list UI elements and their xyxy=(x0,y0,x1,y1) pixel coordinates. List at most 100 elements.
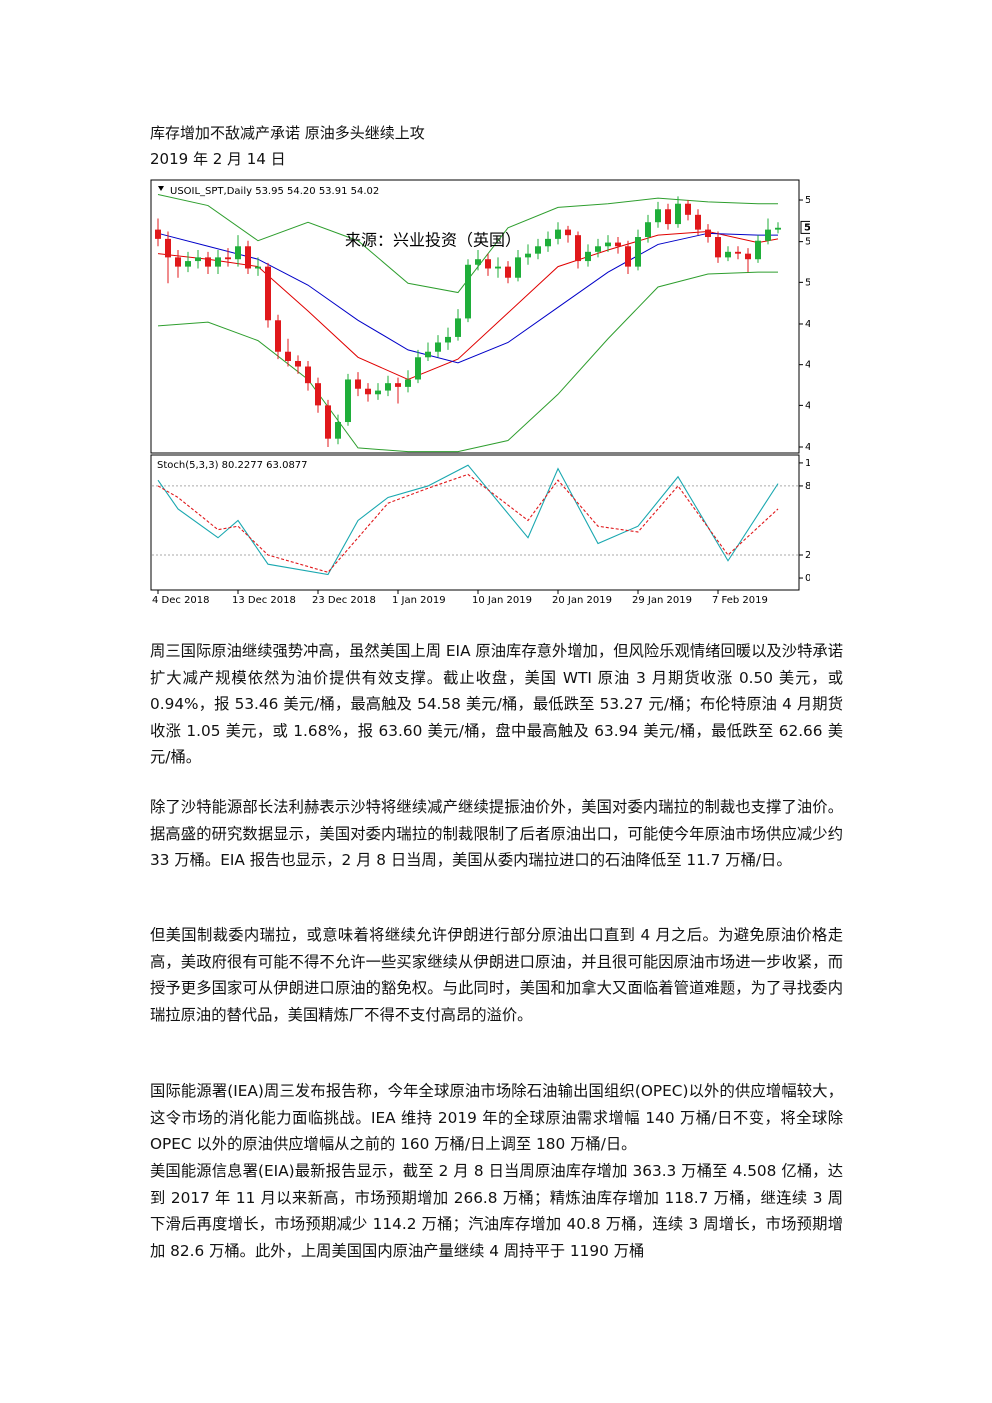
y-tick-label: 46.60 xyxy=(805,360,810,371)
candle-body xyxy=(345,379,351,423)
x-tick-label: 20 Jan 2019 xyxy=(552,595,612,606)
candle-body xyxy=(385,383,391,391)
candle-body xyxy=(555,229,561,239)
doc-title: 库存增加不敌减产承诺 原油多头继续上攻 xyxy=(150,124,425,142)
candle-body xyxy=(545,238,551,247)
candle-body xyxy=(495,266,501,269)
candle-body xyxy=(765,229,771,241)
candle-body xyxy=(465,264,471,319)
candle-body xyxy=(375,390,381,395)
candle-body xyxy=(665,209,671,225)
candle-body xyxy=(155,229,161,239)
y-tick-label: 55.50 xyxy=(805,195,810,206)
candle-body xyxy=(355,379,361,389)
paragraph: 国际能源署(IEA)周三发布报告称，今年全球原油市场除石油输出国组织(OPEC)… xyxy=(150,1082,843,1153)
candle-body xyxy=(725,251,731,258)
candle-body xyxy=(295,360,301,367)
candle-body xyxy=(645,222,651,238)
candle-body xyxy=(195,257,201,262)
stoch-line xyxy=(157,464,779,576)
menu-arrow xyxy=(158,186,164,191)
y-tick-label: 20 xyxy=(805,550,810,561)
candle-body xyxy=(405,379,411,387)
stoch-line xyxy=(157,473,779,573)
paragraph: 周三国际原油继续强势冲高，虽然美国上周 EIA 原油库存意外增加，但风险乐观情绪… xyxy=(150,642,843,766)
candle-body xyxy=(325,405,331,439)
candle-body xyxy=(425,351,431,358)
y-tick-label: 51.05 xyxy=(805,277,810,288)
candle-body xyxy=(705,229,711,238)
candle-body xyxy=(695,214,701,230)
candle-body xyxy=(685,203,691,215)
candle-body xyxy=(485,259,491,269)
candle-body xyxy=(185,261,191,267)
candle-body xyxy=(535,246,541,254)
x-tick-label: 7 Feb 2019 xyxy=(712,595,768,606)
candle-body xyxy=(315,383,321,406)
panel-title: Stoch(5,3,3) 80.2277 63.0877 xyxy=(157,460,308,471)
candle-body xyxy=(175,257,181,267)
x-tick-label: 1 Jan 2019 xyxy=(392,595,446,606)
candle-body xyxy=(415,357,421,380)
candle-body xyxy=(265,266,271,321)
candle-body xyxy=(775,227,781,230)
candle-body xyxy=(245,246,251,269)
candle-body xyxy=(285,351,291,361)
y-tick-label: 80 xyxy=(805,481,810,492)
y-tick-label: 53.25 xyxy=(805,237,810,248)
candle-body xyxy=(655,209,661,223)
y-tick-label: 0 xyxy=(805,573,810,584)
x-tick-label: 23 Dec 2018 xyxy=(312,595,376,606)
last-price-label: 54.02 xyxy=(804,222,810,233)
y-tick-label: 42.15 xyxy=(805,442,810,453)
x-tick-label: 10 Jan 2019 xyxy=(472,595,532,606)
candle-body xyxy=(625,246,631,267)
candle-body xyxy=(255,266,261,269)
candle-body xyxy=(365,388,371,395)
overlay-line xyxy=(157,271,778,453)
candle-body xyxy=(275,320,281,352)
chart: 55.50 53.25 51.05 48.80 46.60 44.40 42.15 4 Dec… xyxy=(150,179,810,606)
candle-body xyxy=(745,253,751,260)
candle-body xyxy=(735,251,741,254)
candle-body xyxy=(605,242,611,247)
y-tick-label: 48.80 xyxy=(805,319,810,330)
candle-body xyxy=(585,251,591,262)
candle-body xyxy=(165,238,171,258)
candle-body xyxy=(235,246,241,260)
candle-body xyxy=(515,257,521,278)
last-price-box xyxy=(800,220,810,234)
paragraph: 美国能源信息署(EIA)最新报告显示，截至 2 月 8 日当周原油库存增加 36… xyxy=(150,1162,843,1260)
y-tick-label: 100 xyxy=(805,458,810,469)
paragraph: 但美国制裁委内瑞拉，或意味着将继续允许伊朗进行部分原油出口直到 4 月之后。为避… xyxy=(150,926,843,1024)
candle-body xyxy=(525,253,531,258)
candle-body xyxy=(675,203,681,225)
x-tick-label: 4 Dec 2018 xyxy=(152,595,210,606)
candle-body xyxy=(435,342,441,352)
candle-body xyxy=(615,242,621,247)
watermark: 来源：兴业投资（英国） xyxy=(345,231,521,250)
main-panel xyxy=(150,179,800,454)
candle-body xyxy=(475,259,481,265)
candle-body xyxy=(755,240,761,260)
doc-date: 2019 年 2 月 14 日 xyxy=(150,150,286,168)
x-tick-label: 29 Jan 2019 xyxy=(632,595,692,606)
candle-body xyxy=(565,229,571,236)
candle-body xyxy=(445,336,451,343)
candle-body xyxy=(225,257,231,260)
overlay-line xyxy=(157,193,778,294)
candle-body xyxy=(455,318,461,337)
candle-body xyxy=(205,257,211,267)
overlay-line xyxy=(157,232,778,364)
candle-body xyxy=(305,366,311,384)
stoch-panel xyxy=(150,454,800,591)
candle-body xyxy=(595,246,601,252)
candle-body xyxy=(635,237,641,267)
chart-header: USOIL_SPT,Daily 53.95 54.20 53.91 54.02 xyxy=(170,186,379,197)
y-tick-label: 44.40 xyxy=(805,400,810,411)
paragraph: 除了沙特能源部长法利赫表示沙特将继续减产继续提振油价外，美国对委内瑞拉的制裁也支… xyxy=(150,798,843,869)
candle-body xyxy=(715,237,721,258)
candle-body xyxy=(395,383,401,387)
x-tick-label: 13 Dec 2018 xyxy=(232,595,296,606)
